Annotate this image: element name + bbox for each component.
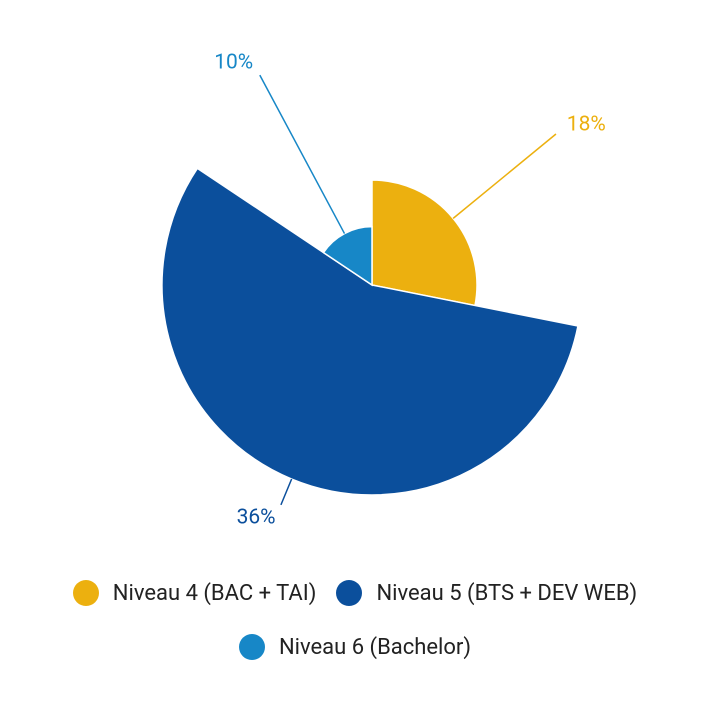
- pie-slice: [371, 179, 478, 307]
- legend-item: Niveau 4 (BAC + TAI): [72, 580, 317, 606]
- legend-item: Niveau 6 (Bachelor): [238, 634, 472, 660]
- legend-label: Niveau 6 (Bachelor): [278, 634, 472, 660]
- leader-line: [280, 478, 293, 506]
- legend-label: Niveau 5 (BTS + DEV WEB): [376, 580, 638, 606]
- pie-slice: [322, 225, 373, 287]
- leader-line: [259, 74, 346, 234]
- leader-line: [452, 133, 557, 219]
- chart: 18% 36% 10%: [161, 50, 606, 529]
- data-label: 18%: [567, 113, 606, 137]
- legend-item: Niveau 5 (BTS + DEV WEB): [336, 580, 637, 606]
- legend-swatch: [72, 580, 99, 606]
- legend-swatch: [238, 634, 265, 660]
- legend: Niveau 4 (BAC + TAI) Niveau 5 (BTS + DEV …: [0, 580, 710, 660]
- data-label: 36%: [237, 505, 276, 529]
- legend-label: Niveau 4 (BAC + TAI): [112, 580, 317, 606]
- pie-slice: [161, 167, 579, 496]
- legend-swatch: [336, 580, 363, 606]
- data-label: 10%: [214, 50, 253, 74]
